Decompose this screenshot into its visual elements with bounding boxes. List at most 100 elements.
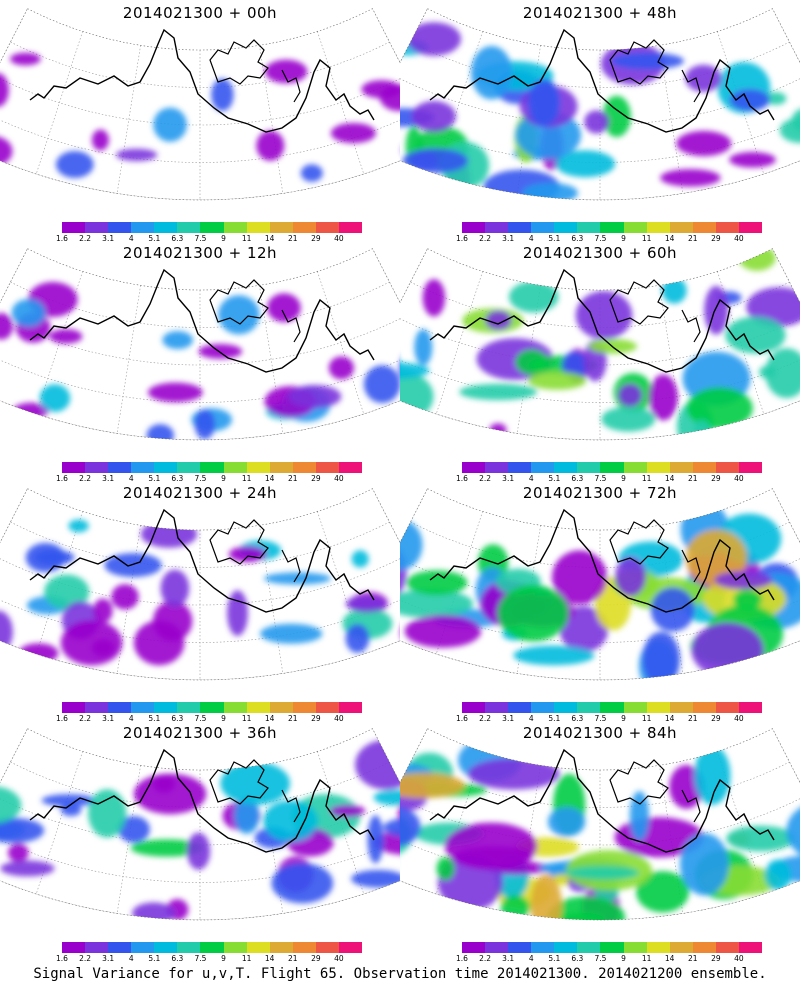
colorbar-tick-label: 40 — [734, 954, 744, 963]
colorbar-tick-label: 3.1 — [502, 234, 515, 243]
coastline — [209, 519, 301, 583]
forecast-panel: 2014021300 + 36h 1.6 2.2 3.1 4 5.1 6.3 7.5 9 11 14… — [0, 720, 400, 963]
coastline — [609, 759, 701, 823]
colorbar-swatch — [508, 222, 532, 233]
colorbar-tick-label: 3.1 — [502, 714, 515, 723]
colorbar — [462, 222, 763, 233]
colorbar-swatch — [554, 462, 578, 473]
map-boundary — [0, 8, 400, 201]
variance-map — [400, 248, 800, 441]
colorbar-tick-label: 5.1 — [548, 954, 561, 963]
colorbar-tick-label: 11 — [641, 714, 652, 723]
colorbar-tick-label: 1.6 — [56, 474, 68, 483]
colorbar-swatch — [292, 942, 316, 953]
colorbar-tick-label: 14 — [664, 474, 675, 483]
colorbar-swatch — [531, 222, 555, 233]
panel-title: 2014021300 + 00h — [122, 4, 278, 22]
panel-title: 2014021300 + 72h — [522, 484, 678, 502]
colorbar-swatch — [554, 942, 578, 953]
colorbar-swatch — [600, 462, 624, 473]
colorbar-swatch — [85, 942, 109, 953]
colorbar-tick-label: 9 — [621, 234, 626, 243]
colorbar-tick-label: 6.3 — [171, 234, 184, 243]
coastline — [29, 28, 375, 133]
colorbar-tick-label: 5.1 — [148, 234, 161, 243]
colorbar-swatch — [200, 222, 224, 233]
colorbar-swatch — [715, 462, 739, 473]
colorbar-tick-label: 4 — [128, 954, 134, 963]
colorbar-swatch — [62, 702, 86, 713]
colorbar-swatch — [131, 702, 155, 713]
colorbar-tick-label: 9 — [621, 474, 626, 483]
colorbar-swatch — [338, 462, 363, 473]
colorbar-swatch — [292, 222, 316, 233]
colorbar-tick-label: 29 — [311, 954, 321, 963]
colorbar-tick-label: 9 — [621, 954, 626, 963]
coastline — [609, 39, 701, 103]
colorbar — [462, 462, 763, 473]
colorbar-swatch — [485, 702, 509, 713]
colorbar-swatch — [577, 942, 601, 953]
colorbar-tick-label: 1.6 — [56, 234, 68, 243]
colorbar-swatch — [600, 942, 624, 953]
colorbar-swatch — [623, 942, 647, 953]
colorbar-swatch — [623, 702, 647, 713]
variance-field — [0, 519, 393, 666]
colorbar-swatch — [269, 222, 293, 233]
colorbar-tick-label: 21 — [287, 234, 298, 243]
colorbar-swatch — [338, 222, 363, 233]
colorbar-tick-label: 6.3 — [571, 714, 584, 723]
colorbar-tick-label: 5.1 — [548, 234, 561, 243]
colorbar-swatch — [577, 702, 601, 713]
colorbar-swatch — [269, 702, 293, 713]
colorbar-swatch — [738, 462, 763, 473]
colorbar-swatch — [62, 222, 86, 233]
colorbar-swatch — [669, 942, 693, 953]
variance-map — [400, 728, 800, 921]
colorbar-tick-label: 40 — [734, 234, 744, 243]
variance-field — [0, 52, 400, 182]
colorbar-swatch — [315, 942, 339, 953]
colorbar-swatch — [154, 702, 178, 713]
colorbar-swatch — [131, 222, 155, 233]
colorbar-swatch — [292, 462, 316, 473]
colorbar-swatch — [154, 462, 178, 473]
colorbar-swatch — [508, 942, 532, 953]
coastline — [29, 508, 375, 613]
colorbar-swatch — [485, 942, 509, 953]
colorbar-tick-label: 3.1 — [502, 474, 515, 483]
colorbar-tick-label: 29 — [711, 954, 721, 963]
colorbar-swatch — [154, 222, 178, 233]
coastline — [609, 519, 701, 583]
colorbar-tick-label: 9 — [221, 954, 226, 963]
colorbar-swatch — [338, 942, 363, 953]
colorbar-tick-label: 4 — [528, 234, 534, 243]
colorbar-swatch — [108, 702, 132, 713]
colorbar-tick-label: 2.2 — [79, 234, 92, 243]
colorbar-tick-label: 3.1 — [502, 954, 515, 963]
colorbar-swatch — [554, 222, 578, 233]
colorbar-tick-label: 14 — [664, 954, 675, 963]
colorbar-tick-label: 29 — [311, 474, 321, 483]
map-boundary — [0, 248, 400, 441]
panel-title: 2014021300 + 48h — [522, 4, 678, 22]
colorbar-tick-label: 40 — [734, 714, 744, 723]
colorbar-swatch — [85, 702, 109, 713]
colorbar-swatch — [200, 702, 224, 713]
panel-title: 2014021300 + 84h — [522, 724, 678, 742]
colorbar-tick-label: 7.5 — [594, 234, 607, 243]
colorbar-swatch — [108, 222, 132, 233]
colorbar-swatch — [485, 462, 509, 473]
colorbar-swatch — [462, 462, 486, 473]
coastline — [29, 268, 375, 373]
colorbar-tick-label: 40 — [334, 234, 344, 243]
colorbar-swatch — [485, 222, 509, 233]
colorbar-swatch — [646, 702, 670, 713]
colorbar-swatch — [738, 222, 763, 233]
forecast-panel: 2014021300 + 72h 1.6 2.2 3.1 4 5.1 6.3 7.5 9 11 14… — [400, 480, 800, 723]
variance-field — [400, 502, 800, 680]
colorbar-tick-label: 4 — [528, 474, 534, 483]
colorbar — [62, 462, 363, 473]
colorbar-tick-label: 6.3 — [171, 474, 184, 483]
colorbar-tick-label: 4 — [128, 474, 134, 483]
